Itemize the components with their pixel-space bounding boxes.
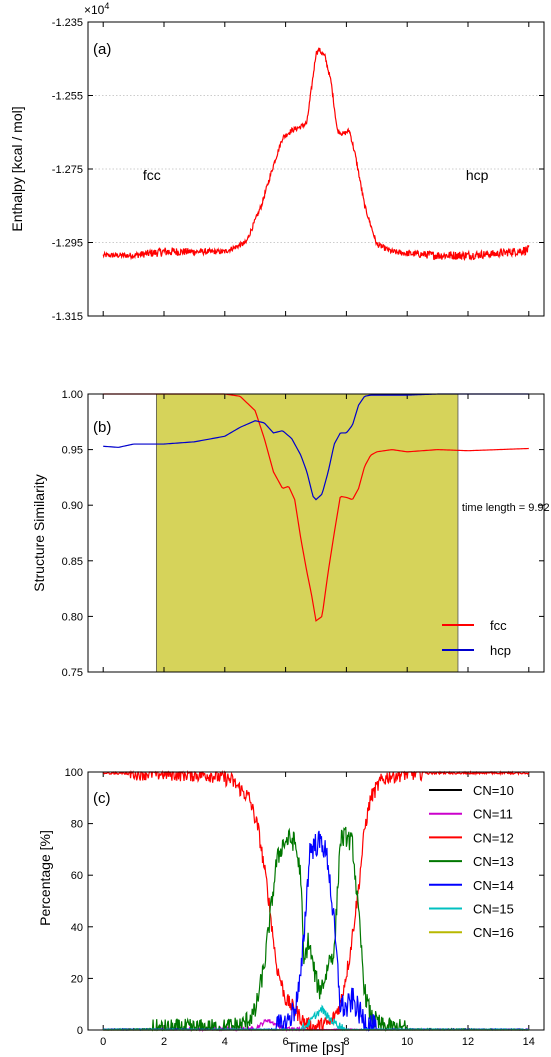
y-tick-label-c: 100 bbox=[65, 767, 83, 779]
panel-b-similarity: 0.75 0.80 0.85 0.90 0.95 1.00 (b) time length… bbox=[31, 389, 551, 679]
panel-c-label: (c) bbox=[93, 790, 111, 807]
legend-label-cn13: CN=13 bbox=[473, 854, 514, 869]
x-tick-label: 6 bbox=[283, 1036, 289, 1048]
panel-a-label: (a) bbox=[93, 41, 111, 58]
phase-annotation: fcc bbox=[143, 167, 161, 183]
legend-label-cn10: CN=10 bbox=[473, 783, 514, 798]
y-axis-label-a: Enthalpy [kcal / mol] bbox=[9, 106, 25, 231]
y-axis-multiplier: ×104 bbox=[84, 1, 109, 17]
legend-label-cn15: CN=15 bbox=[473, 902, 514, 917]
x-tick-label: 8 bbox=[343, 1036, 349, 1048]
time-length-annotation: time length = 9.92 ps bbox=[462, 502, 551, 514]
x-tick-label: 4 bbox=[222, 1036, 228, 1048]
series-line-c-cn12 bbox=[102, 769, 530, 1031]
x-tick-label: 0 bbox=[100, 1036, 106, 1048]
legend-label-cn16: CN=16 bbox=[473, 925, 514, 940]
y-tick-label-a: -1.275 bbox=[52, 164, 83, 176]
y-tick-label-a: -1.295 bbox=[52, 238, 83, 250]
series-line-c-cn13 bbox=[102, 826, 530, 1032]
plot-frame-c bbox=[87, 771, 545, 1031]
y-tick-label-b: 0.90 bbox=[62, 500, 83, 512]
x-axis-label: Time [ps] bbox=[287, 1039, 344, 1055]
series-line-c-cn14 bbox=[103, 830, 529, 1032]
y-tick-label-b: 0.95 bbox=[62, 445, 83, 457]
y-axis-label-b: Structure Similarity bbox=[31, 474, 47, 591]
y-tick-label-b: 0.85 bbox=[62, 556, 83, 568]
x-tick-label: 2 bbox=[161, 1036, 167, 1048]
legend-label-fcc: fcc bbox=[490, 618, 507, 633]
plot-frame-a bbox=[87, 21, 545, 317]
legend-label-cn11: CN=11 bbox=[473, 807, 513, 822]
y-tick-label-a: -1.255 bbox=[52, 91, 83, 103]
y-tick-label-b: 0.80 bbox=[62, 611, 83, 623]
y-tick-label-c: 0 bbox=[77, 1025, 83, 1037]
legend-c: CN=10 CN=11 CN=12 CN=13 CN=14 CN=15 CN=16 bbox=[429, 783, 514, 940]
plot-frame-b bbox=[87, 393, 545, 673]
y-tick-label-c: 20 bbox=[71, 973, 83, 985]
y-tick-label-a: -1.315 bbox=[52, 311, 83, 323]
y-tick-label-c: 60 bbox=[71, 870, 83, 882]
panel-a-enthalpy: (a) ×104 Enthalpy [kcal / mol] -1.235 -1.… bbox=[9, 1, 545, 323]
legend-b: fcc hcp bbox=[442, 618, 511, 658]
y-axis-label-c: Percentage [%] bbox=[37, 830, 53, 926]
legend-label-cn14: CN=14 bbox=[473, 878, 514, 893]
y-tick-label-c: 80 bbox=[71, 819, 83, 831]
legend-label-cn12: CN=12 bbox=[473, 830, 514, 845]
y-tick-label-b: 0.75 bbox=[62, 667, 83, 679]
x-tick-label: 12 bbox=[462, 1036, 474, 1048]
y-axis-multiplier-exponent: 4 bbox=[104, 1, 109, 11]
x-tick-label: 10 bbox=[401, 1036, 413, 1048]
panel-c-percentage: 0 20 40 60 80 100 0 2 4 6 8 10 12 14 (c) Percentage [… bbox=[37, 767, 545, 1055]
series-line-a-0 bbox=[102, 47, 530, 261]
y-tick-label-c: 40 bbox=[71, 922, 83, 934]
panel-b-label: (b) bbox=[93, 419, 111, 436]
y-tick-label-b: 1.00 bbox=[62, 389, 83, 401]
y-tick-label-a: -1.235 bbox=[52, 17, 83, 29]
highlight-region bbox=[155, 393, 459, 673]
y-axis-multiplier-base: ×10 bbox=[84, 3, 105, 17]
phase-annotation: hcp bbox=[466, 167, 489, 183]
legend-label-hcp: hcp bbox=[490, 643, 511, 658]
x-tick-label: 14 bbox=[523, 1036, 535, 1048]
